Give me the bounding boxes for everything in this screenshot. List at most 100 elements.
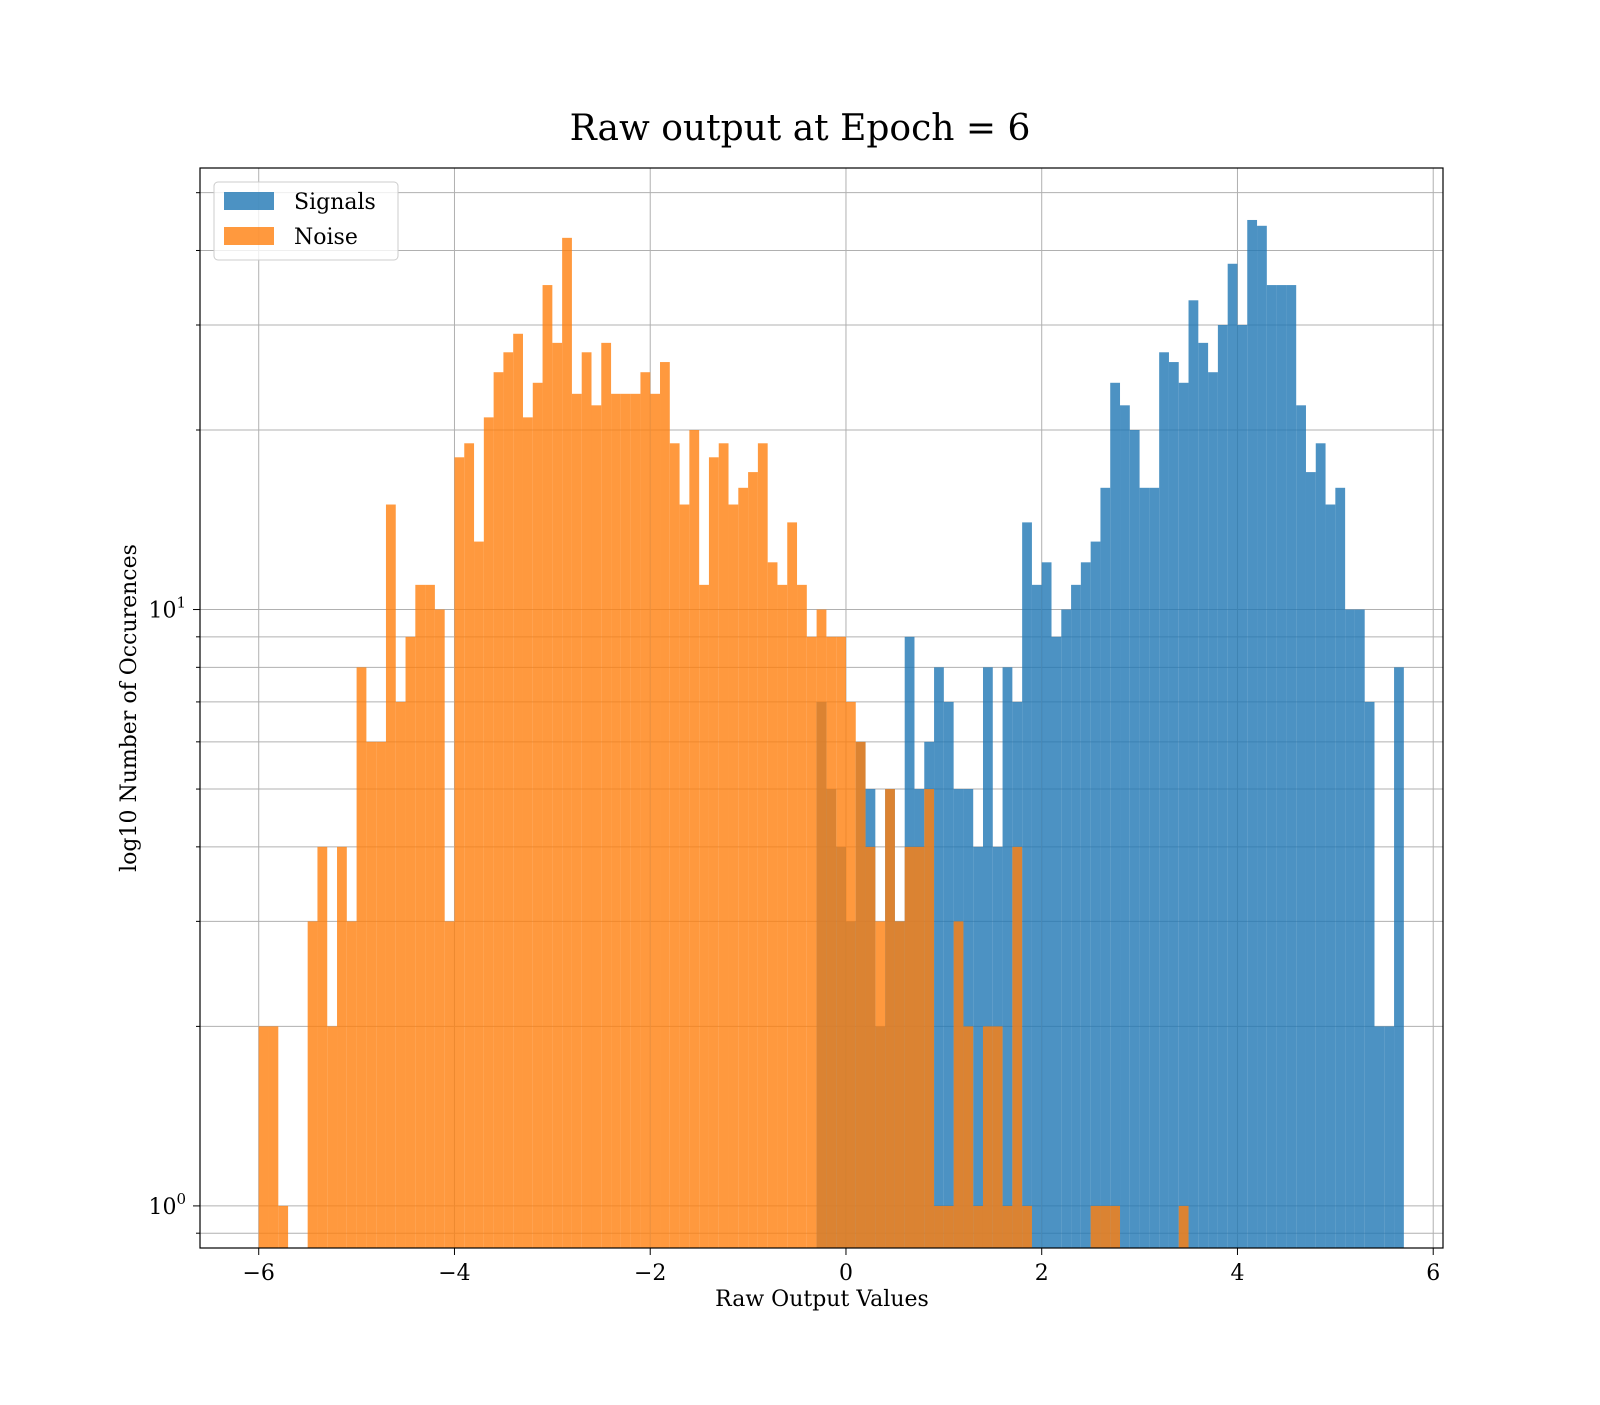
bar-noise	[953, 921, 964, 1248]
chart-title: Raw output at Epoch = 6	[570, 108, 1031, 149]
bar-noise	[522, 417, 533, 1249]
bar-signals	[1188, 300, 1199, 1249]
bar-noise	[346, 921, 357, 1248]
bar-noise	[934, 1205, 944, 1248]
bar-noise	[366, 741, 377, 1248]
bar-noise	[454, 457, 465, 1248]
bar-noise	[992, 1026, 1003, 1248]
plot-frame	[199, 167, 1444, 1249]
bars-layer	[258, 219, 1404, 1249]
bar-noise	[493, 372, 504, 1248]
bar-signals	[1051, 636, 1062, 1248]
x-tick-label: −4	[438, 1261, 470, 1286]
bar-noise	[806, 636, 817, 1248]
bar-signals	[1276, 285, 1287, 1248]
bar-noise	[660, 362, 670, 1248]
bar-noise	[689, 430, 700, 1248]
bar-signals	[1335, 487, 1346, 1248]
bar-noise	[894, 921, 905, 1248]
bar-noise	[395, 701, 406, 1248]
bar-noise	[317, 846, 328, 1248]
bar-noise	[699, 584, 709, 1248]
bar-signals	[934, 667, 944, 1248]
y-axis-label: log10 Number of Occurences	[117, 544, 142, 872]
legend-label-noise: Noise	[294, 225, 358, 250]
bar-signals	[1041, 562, 1052, 1248]
bar-noise	[630, 393, 641, 1249]
bar-signals	[1110, 382, 1121, 1248]
bar-signals	[1257, 225, 1267, 1248]
bar-noise	[855, 741, 866, 1248]
bar-noise	[845, 701, 856, 1248]
bar-noise	[611, 393, 621, 1249]
bar-noise	[875, 921, 886, 1248]
ticks-layer: −6 −4 −2 0 2 4 6 100 101	[148, 192, 1440, 1286]
bar-noise	[757, 443, 768, 1248]
bar-signals	[1149, 487, 1160, 1248]
bar-noise	[718, 443, 729, 1248]
bar-noise	[513, 333, 523, 1248]
bar-noise	[268, 1026, 279, 1248]
bar-noise	[669, 443, 680, 1248]
x-tick-label: −6	[243, 1261, 275, 1286]
bar-signals	[1198, 342, 1209, 1248]
bar-signals	[1296, 405, 1306, 1248]
bar-signals	[1022, 522, 1032, 1248]
bar-noise	[640, 372, 651, 1248]
bar-noise	[738, 487, 749, 1248]
bar-noise	[425, 584, 435, 1248]
series-noise	[258, 237, 1189, 1249]
bar-noise	[620, 393, 631, 1249]
bar-signals	[1217, 324, 1228, 1249]
bar-signals	[1247, 219, 1258, 1248]
bar-noise	[885, 789, 895, 1248]
bar-noise	[337, 846, 347, 1248]
bar-noise	[444, 921, 455, 1248]
bar-noise	[963, 1026, 974, 1248]
bar-signals	[973, 846, 983, 1248]
bar-noise	[914, 846, 925, 1248]
bar-signals	[1227, 263, 1238, 1248]
legend-swatch-noise	[224, 227, 274, 245]
bar-noise	[767, 562, 778, 1248]
y-tick-label: 101	[148, 594, 186, 624]
bar-noise	[1002, 1205, 1013, 1248]
bar-signals	[1139, 487, 1150, 1248]
bar-noise	[943, 1205, 954, 1248]
x-tick-label: 0	[839, 1261, 853, 1286]
legend-swatch-signals	[224, 192, 274, 210]
bar-noise	[552, 342, 563, 1248]
bar-noise	[728, 504, 739, 1249]
bar-noise	[1178, 1205, 1189, 1248]
bar-signals	[1315, 443, 1326, 1248]
bar-noise	[748, 472, 758, 1248]
bar-signals	[1031, 584, 1042, 1248]
legend: Signals Noise	[213, 181, 399, 261]
bar-signals	[963, 789, 974, 1248]
bar-noise	[1110, 1205, 1121, 1248]
bar-noise	[797, 584, 807, 1248]
bar-noise	[826, 636, 837, 1248]
bar-noise	[356, 667, 367, 1248]
bar-signals	[1100, 487, 1111, 1248]
bar-signals	[1090, 541, 1101, 1248]
bar-noise	[816, 609, 827, 1248]
bar-noise	[787, 522, 798, 1248]
bar-noise	[405, 636, 416, 1248]
x-tick-label: 6	[1426, 1261, 1440, 1286]
bar-noise	[571, 393, 582, 1249]
bar-noise	[376, 741, 386, 1248]
bar-noise	[581, 352, 592, 1249]
bar-signals	[1129, 430, 1140, 1248]
bar-signals	[1305, 472, 1316, 1248]
bar-noise	[532, 382, 543, 1248]
bar-signals	[1384, 1026, 1395, 1248]
bar-signals	[1120, 405, 1130, 1248]
bar-noise	[591, 405, 602, 1248]
bar-noise	[415, 584, 426, 1248]
bar-signals	[943, 701, 954, 1248]
bar-noise	[464, 443, 475, 1248]
bar-signals	[1237, 324, 1248, 1249]
